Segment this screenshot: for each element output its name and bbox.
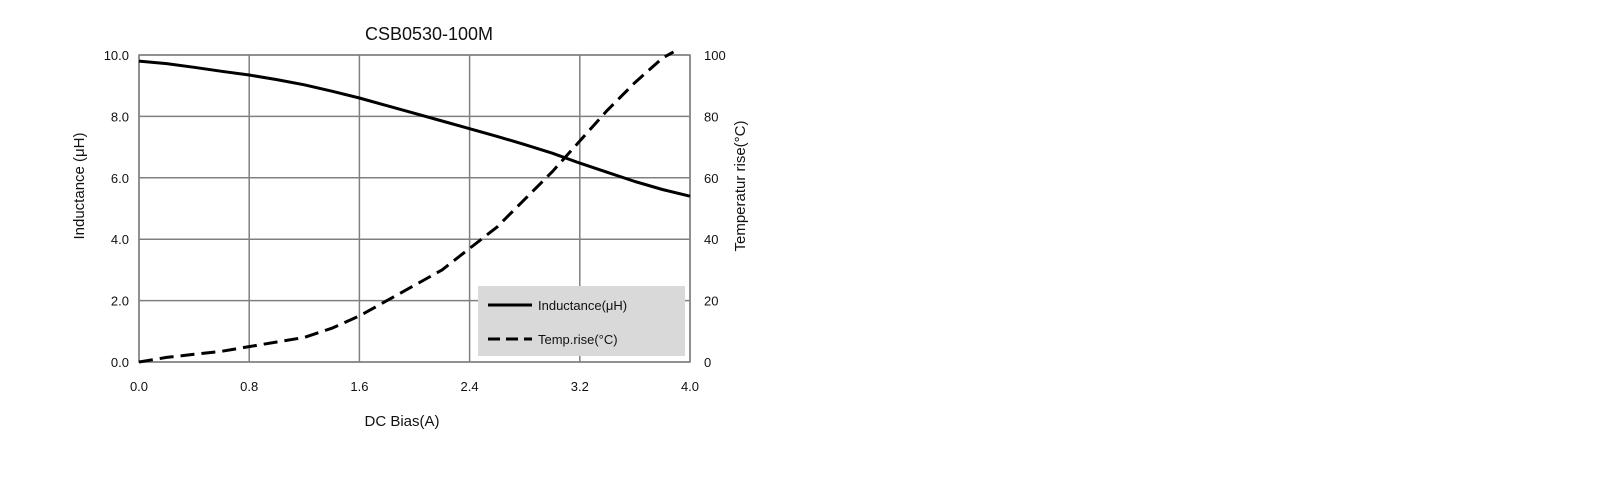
y2-tick-label: 20 (704, 294, 718, 309)
y-tick-label: 10.0 (104, 48, 129, 63)
y2-tick-label: 80 (704, 109, 718, 124)
y-tick-label: 8.0 (111, 109, 129, 124)
plot-frame (138, 54, 691, 363)
chart-title: CSB0530-100M (365, 24, 493, 44)
y2-tick-label: 0 (704, 355, 711, 370)
y2-tick-label: 40 (704, 232, 718, 247)
y-tick-label: 6.0 (111, 171, 129, 186)
legend-box (478, 286, 685, 356)
legend-temp-label: Temp.rise(°C) (538, 332, 618, 347)
y-axis-title: Inductance (μH) (71, 132, 88, 239)
y-tick-label: 2.0 (111, 294, 129, 309)
y-tick-label: 4.0 (111, 232, 129, 247)
x-tick-label: 4.0 (681, 379, 699, 394)
x-axis-title: DC Bias(A) (364, 413, 439, 430)
x-tick-label: 0.0 (130, 379, 148, 394)
y2-axis-title: Temperatur rise(°C) (732, 120, 749, 251)
y-tick-label: 0.0 (111, 355, 129, 370)
inductance-line (138, 59, 691, 198)
legend: Inductance(μH) Temp.rise(°C) (478, 286, 685, 356)
temp-rise-line (138, 50, 675, 364)
x-tick-label: 3.2 (571, 379, 589, 394)
tick-layer: 0.0 0.8 1.6 2.4 3.2 4.0 0.0 2.0 4.0 6.0 8.0 10.0 0 20… (104, 48, 726, 394)
x-tick-label: 0.8 (240, 379, 258, 394)
legend-inductance-label: Inductance(μH) (538, 298, 627, 313)
y2-tick-label: 60 (704, 171, 718, 186)
series-layer (138, 50, 691, 364)
x-tick-label: 2.4 (461, 379, 479, 394)
x-tick-label: 1.6 (350, 379, 368, 394)
y2-tick-label: 100 (704, 48, 726, 63)
